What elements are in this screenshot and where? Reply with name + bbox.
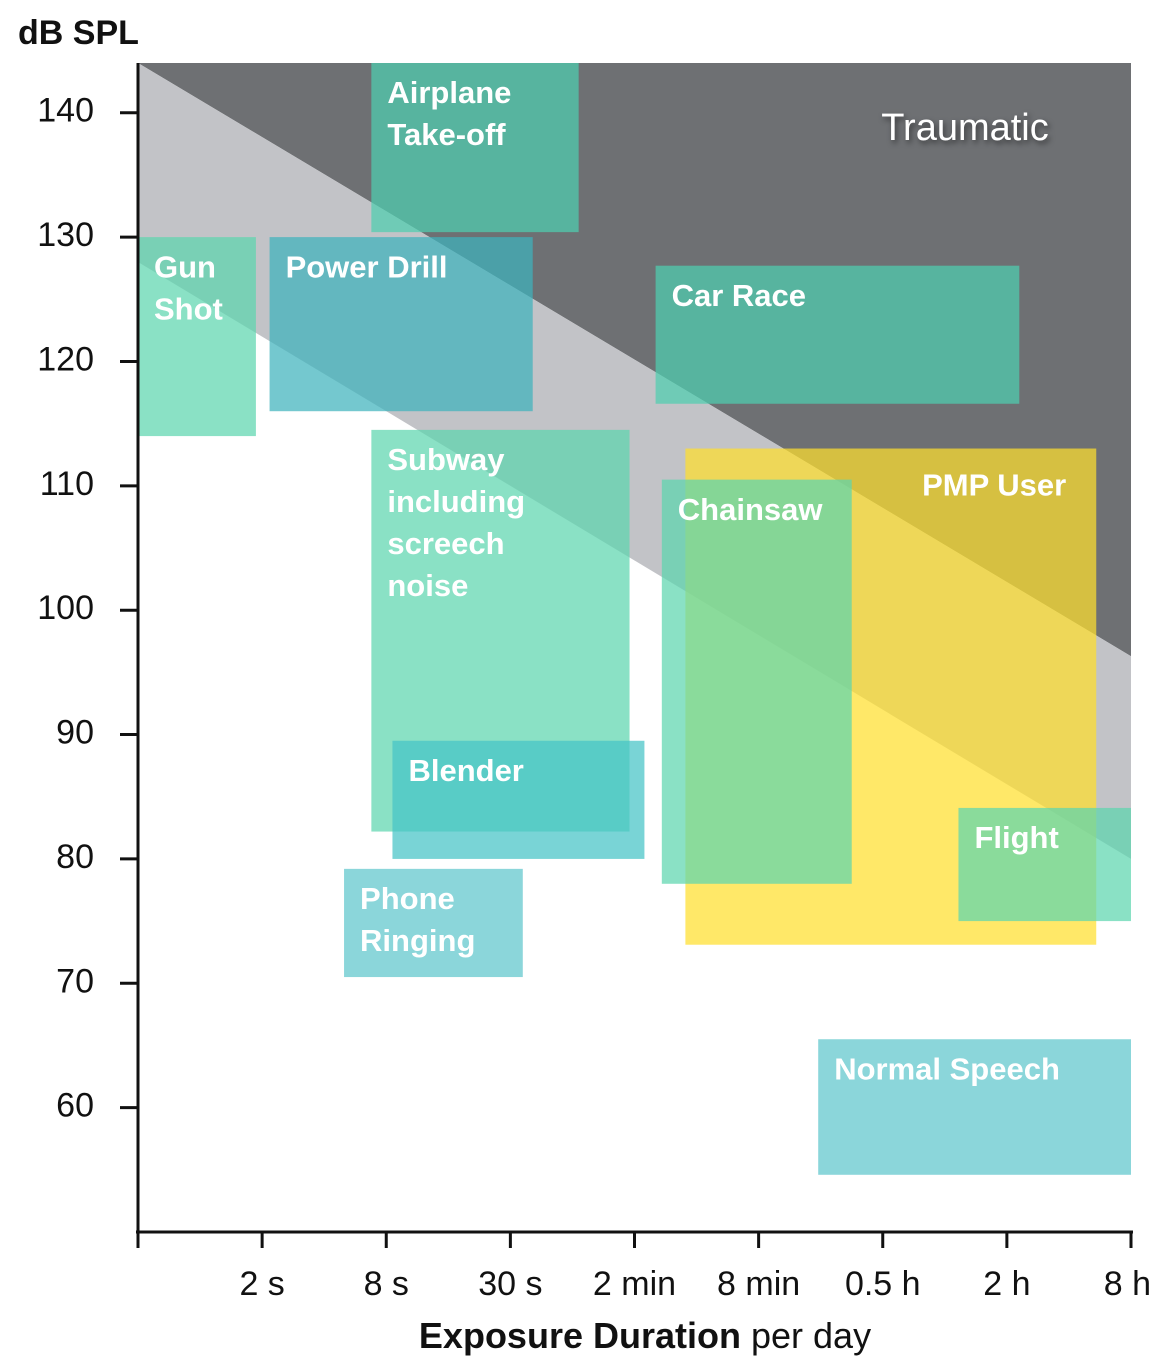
range-box — [269, 237, 533, 412]
x-axis-label-main: Exposure Duration — [419, 1315, 741, 1356]
box-label: Blender — [408, 753, 523, 788]
x-axis-label: Exposure Duration per day — [419, 1315, 871, 1356]
box-label: Chainsaw — [678, 492, 824, 527]
range-box — [655, 265, 1020, 404]
range-box — [371, 63, 579, 233]
box-label: Take-off — [387, 117, 506, 152]
box-label: Gun — [154, 249, 216, 284]
y-tick-label: 100 — [37, 589, 94, 627]
box-label: PMP User — [922, 468, 1066, 503]
box-label: Car Race — [672, 278, 806, 313]
y-tick-label: 110 — [40, 465, 94, 503]
x-tick-label: 8 min — [717, 1265, 800, 1303]
x-tick-label: 8 s — [364, 1265, 409, 1303]
box-label: noise — [387, 568, 468, 603]
box-label: Flight — [974, 820, 1058, 855]
zone-label: Traumatic — [881, 107, 1049, 149]
y-tick-label: 90 — [56, 714, 94, 752]
box-label: screech — [387, 526, 504, 561]
y-axis-label: dB SPL — [18, 14, 139, 52]
y-tick-label: 140 — [37, 92, 94, 130]
x-tick-label: 0.5 h — [845, 1265, 921, 1303]
y-tick-label: 130 — [37, 216, 94, 254]
range-box — [818, 1039, 1131, 1175]
range-box — [344, 868, 523, 978]
x-tick-label: 30 s — [478, 1265, 542, 1303]
y-tick-label: 120 — [37, 340, 94, 378]
box-label: Shot — [154, 291, 223, 326]
range-box — [392, 740, 645, 859]
box-label: Phone — [360, 881, 455, 916]
range-box — [958, 807, 1131, 922]
x-tick-label: 2 min — [593, 1265, 676, 1303]
range-box — [138, 237, 256, 437]
box-label: Subway — [387, 442, 505, 477]
box-label: Airplane — [387, 75, 511, 110]
range-box — [661, 479, 852, 884]
box-label: Power Drill — [286, 249, 448, 284]
x-axis-label-suffix: per day — [751, 1315, 871, 1356]
x-tick-label: 2 s — [239, 1265, 284, 1303]
y-tick-label: 60 — [56, 1087, 94, 1125]
y-tick-label: 80 — [56, 838, 94, 876]
box-label: Normal Speech — [834, 1051, 1060, 1086]
x-tick-label: 2 h — [983, 1265, 1030, 1303]
x-tick-label: 8 h — [1104, 1265, 1151, 1303]
box-label: Ringing — [360, 923, 475, 958]
box-label: including — [387, 484, 525, 519]
y-tick-label: 70 — [56, 962, 94, 1000]
